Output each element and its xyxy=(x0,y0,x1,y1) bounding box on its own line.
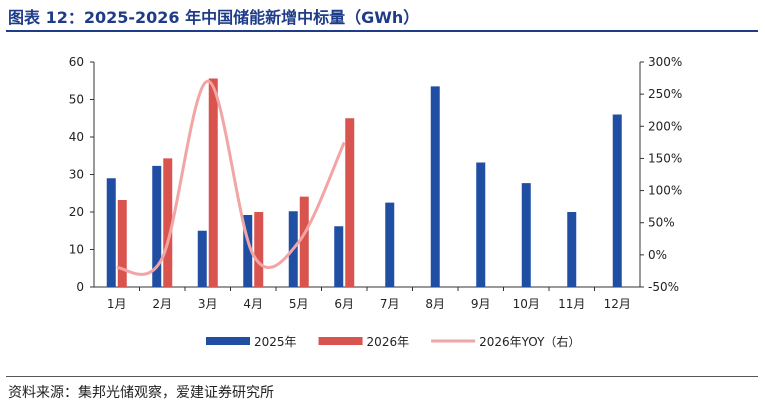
x-tick-label: 11月 xyxy=(558,297,585,311)
y-left-tick-label: 50 xyxy=(69,93,84,107)
y-right-tick-label: 0% xyxy=(648,248,667,262)
y-left-tick-label: 30 xyxy=(69,168,84,182)
legend-label: 2025年 xyxy=(254,335,297,349)
bar-2025 xyxy=(106,178,116,287)
y-left-tick-label: 0 xyxy=(76,280,84,294)
y-left-tick-label: 40 xyxy=(69,130,84,144)
y-right-tick-label: -50% xyxy=(648,280,679,294)
x-tick-label: 6月 xyxy=(334,297,354,311)
bar-2026 xyxy=(163,158,173,287)
bar-2026 xyxy=(117,200,127,287)
y-right-tick-label: 50% xyxy=(648,216,675,230)
yoy-line xyxy=(116,79,346,276)
y-right-tick-label: 250% xyxy=(648,87,682,101)
y-right-tick-label: 300% xyxy=(648,55,682,69)
x-tick-label: 3月 xyxy=(198,297,218,311)
x-tick-label: 4月 xyxy=(243,297,263,311)
bar-2025 xyxy=(197,230,207,287)
y-left-tick-label: 20 xyxy=(69,205,84,219)
y-right-tick-label: 200% xyxy=(648,119,682,133)
bar-2025 xyxy=(334,226,344,287)
x-tick-label: 12月 xyxy=(604,297,631,311)
bar-2026 xyxy=(208,78,218,287)
bar-2026 xyxy=(254,212,264,287)
bar-2025 xyxy=(521,183,531,287)
x-tick-label: 1月 xyxy=(107,297,127,311)
title-rule xyxy=(6,30,758,32)
y-right-tick-label: 150% xyxy=(648,151,682,165)
source-note: 资料来源：集邦光储观察，爱建证券研究所 xyxy=(8,385,274,401)
x-tick-label: 5月 xyxy=(289,297,309,311)
bar-2025 xyxy=(243,215,253,287)
legend-swatch-2026 xyxy=(318,337,363,345)
y-right-tick-label: 100% xyxy=(648,184,682,198)
bar-2025 xyxy=(152,165,162,287)
x-tick-label: 2月 xyxy=(152,297,172,311)
x-tick-label: 8月 xyxy=(425,297,445,311)
x-tick-label: 10月 xyxy=(513,297,540,311)
bar-2026 xyxy=(299,196,309,287)
footer-rule xyxy=(6,376,758,377)
bar-2025 xyxy=(476,162,486,287)
legend-label: 2026年 xyxy=(367,335,410,349)
legend-label: 2026年YOY（右） xyxy=(479,334,580,349)
bar-2026 xyxy=(345,118,355,287)
x-tick-label: 7月 xyxy=(380,297,400,311)
bar-2025 xyxy=(567,212,577,287)
chart-title: 图表 12：2025-2026 年中国储能新增中标量（GWh） xyxy=(8,8,420,27)
bar-2025 xyxy=(430,86,440,287)
bar-2025 xyxy=(612,114,622,287)
y-left-tick-label: 60 xyxy=(69,55,84,69)
legend-swatch-2025 xyxy=(206,337,250,345)
bar-2025 xyxy=(385,202,395,287)
x-tick-label: 9月 xyxy=(471,297,491,311)
y-left-tick-label: 10 xyxy=(69,243,84,257)
